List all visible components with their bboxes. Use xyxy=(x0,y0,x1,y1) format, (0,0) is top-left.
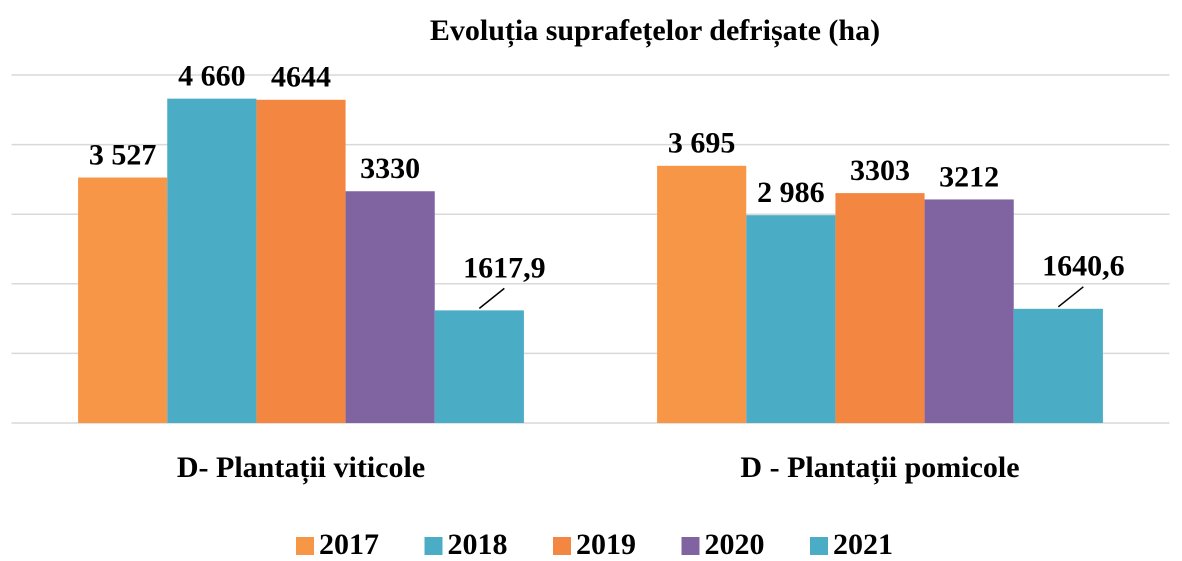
bar xyxy=(835,193,925,423)
data-label: 4 660 xyxy=(178,60,246,93)
legend-swatch xyxy=(681,537,700,555)
data-label: 3 695 xyxy=(668,127,736,160)
data-label: 2 986 xyxy=(757,176,825,209)
legend-label: 2017 xyxy=(319,528,379,561)
leader-line xyxy=(1057,286,1084,308)
legend-label: 2021 xyxy=(833,528,893,561)
legend-swatch xyxy=(296,537,314,555)
bar xyxy=(167,98,257,423)
legend-swatch xyxy=(424,537,443,555)
bar xyxy=(746,215,836,423)
bar xyxy=(256,99,346,424)
legend-label: 2020 xyxy=(705,528,765,561)
data-label: 3212 xyxy=(939,160,999,193)
x-tick-label: D - Plantații pomicole xyxy=(740,451,1019,485)
bar xyxy=(434,310,524,423)
leader-line xyxy=(478,287,505,309)
data-label: 1640,6 xyxy=(1042,250,1125,283)
legend-label: 2018 xyxy=(448,528,508,561)
bar xyxy=(924,199,1014,423)
data-label: 3330 xyxy=(360,152,420,185)
x-tick-label: D- Plantații viticole xyxy=(177,451,425,485)
legend-swatch xyxy=(810,537,828,555)
legend-swatch xyxy=(553,537,571,555)
data-label: 4644 xyxy=(271,61,331,94)
chart-title: Evoluția suprafețelor defrișate (ha) xyxy=(430,14,880,48)
data-label: 3303 xyxy=(850,154,910,187)
data-label: 3 527 xyxy=(89,138,157,171)
bar xyxy=(1013,308,1103,423)
data-label: 1617,9 xyxy=(463,251,546,284)
bar xyxy=(657,165,747,423)
legend-label: 2019 xyxy=(576,528,636,561)
bar xyxy=(345,191,435,423)
bar xyxy=(78,177,168,423)
